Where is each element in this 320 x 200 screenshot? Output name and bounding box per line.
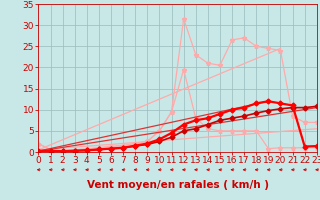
- X-axis label: Vent moyen/en rafales ( km/h ): Vent moyen/en rafales ( km/h ): [87, 180, 268, 190]
